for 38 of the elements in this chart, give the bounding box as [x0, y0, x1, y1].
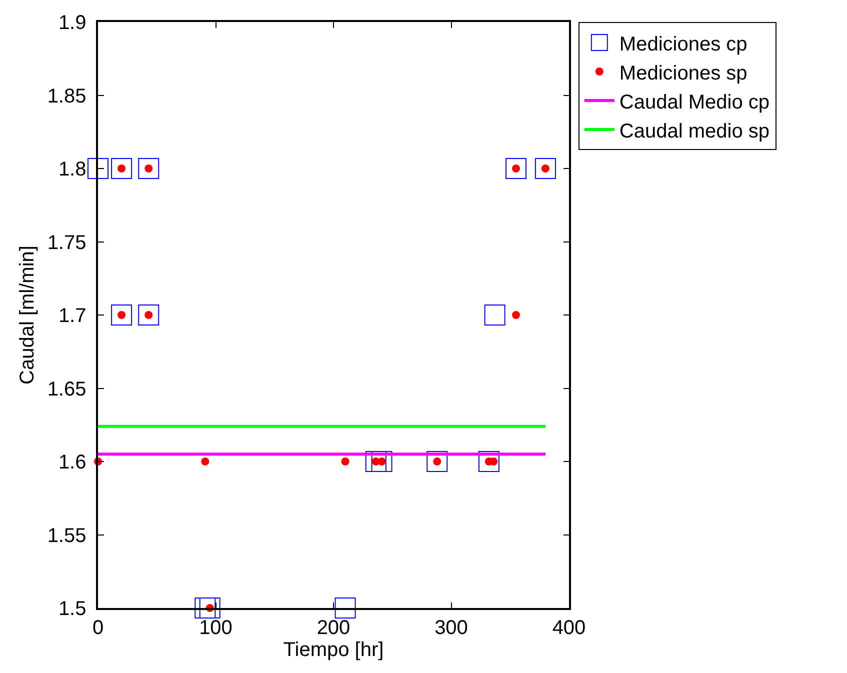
- point: [365, 451, 386, 472]
- point: [484, 304, 506, 326]
- y-tick-label: 1.6: [58, 452, 86, 474]
- point: [111, 158, 132, 179]
- point: [194, 598, 216, 618]
- y-tick-label: 1.5: [58, 598, 86, 620]
- legend-label: Mediciones cp: [619, 33, 748, 56]
- y-tick-label: 1.8: [58, 158, 86, 180]
- legend-label: Caudal Medio cp: [619, 91, 770, 114]
- point: [201, 458, 210, 466]
- point: [506, 158, 527, 179]
- point: [478, 451, 500, 472]
- point: [534, 158, 556, 179]
- point: [199, 598, 220, 618]
- point: [88, 158, 108, 179]
- point: [426, 451, 448, 472]
- x-tick-label: 200: [316, 616, 350, 639]
- x-tick-label: 400: [552, 616, 586, 639]
- point: [512, 311, 520, 319]
- y-tick-label: 1.55: [47, 524, 86, 547]
- legend-label: Mediciones sp: [619, 62, 748, 84]
- point: [111, 304, 132, 326]
- x-tick-label: 0: [92, 616, 104, 639]
- x-tick-label: 300: [434, 616, 468, 639]
- y-axis-title: Caudal [ml/min]: [16, 246, 38, 384]
- y-tick-label: 1.9: [58, 12, 86, 34]
- legend-label: Caudal medio sp: [619, 120, 770, 142]
- y-tick-label: 1.75: [47, 232, 86, 254]
- x-axis-title: Tiempo [hr]: [283, 638, 384, 661]
- point: [341, 458, 350, 466]
- point: [371, 451, 392, 472]
- y-tick-label: 1.7: [58, 305, 86, 327]
- x-tick-label: 100: [199, 616, 232, 639]
- y-tick-label: 1.85: [47, 85, 86, 108]
- y-tick-label: 1.65: [47, 378, 86, 400]
- point: [138, 304, 160, 326]
- point: [334, 598, 356, 618]
- point: [138, 158, 160, 179]
